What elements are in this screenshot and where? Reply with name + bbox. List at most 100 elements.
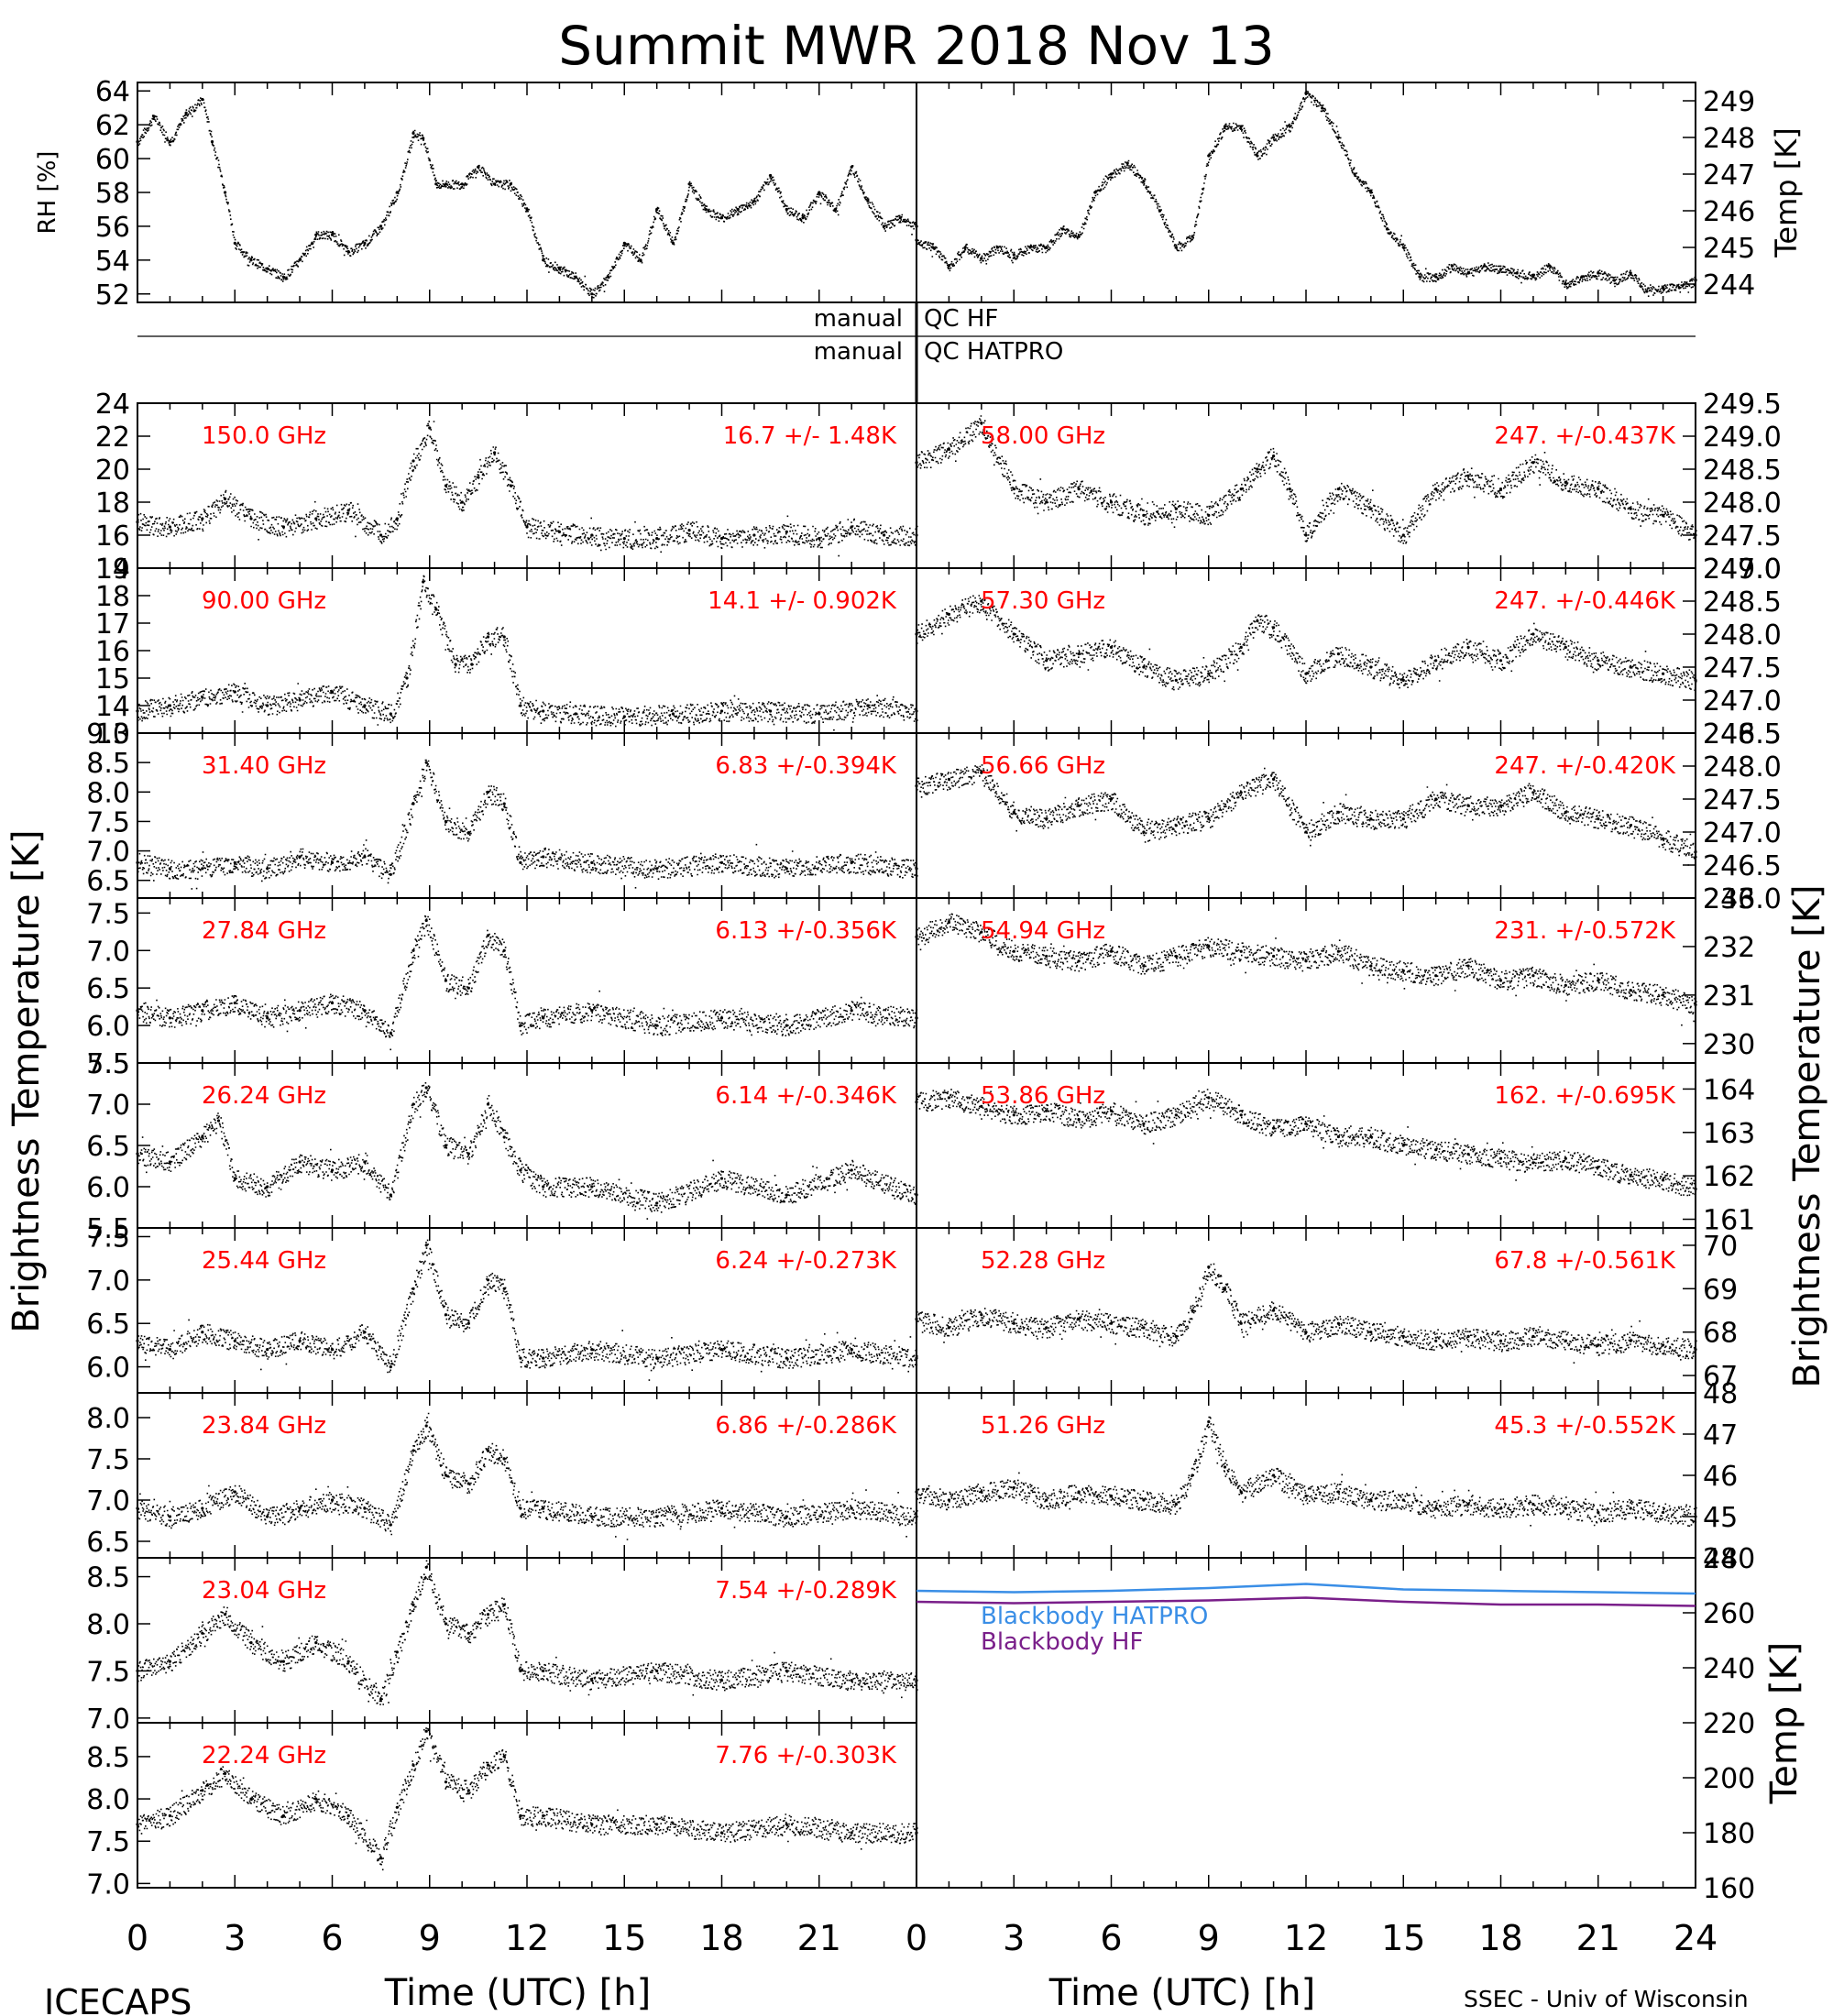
footer-left: ICECAPS (44, 1982, 192, 2016)
data-point (622, 715, 626, 718)
y-tick-label: 249.0 (1703, 553, 1782, 586)
data-point (915, 935, 918, 938)
data-point (947, 264, 950, 268)
data-point (1336, 949, 1340, 953)
data-point (168, 1660, 171, 1663)
data-point (1109, 500, 1114, 504)
data-point (1109, 1109, 1114, 1112)
x-tick-label: 6 (1100, 1918, 1122, 1958)
channel-label: 150.0 GHz (202, 422, 326, 450)
channel-label: 27.84 GHz (202, 917, 326, 945)
y-tick-label: 230 (1703, 1029, 1755, 1061)
y-tick-label: 248.0 (1703, 619, 1782, 652)
channel-stat: 247. +/-0.446K (1494, 587, 1676, 615)
data-point (1662, 672, 1665, 675)
data-point (542, 709, 545, 713)
data-point (519, 1507, 522, 1510)
data-point (1483, 264, 1487, 268)
data-point (363, 855, 367, 859)
data-point (915, 1101, 918, 1104)
data-point (1174, 824, 1178, 827)
data-point (1369, 665, 1373, 669)
data-point (266, 1185, 269, 1189)
data-point (502, 1603, 506, 1606)
data-point (1531, 632, 1535, 636)
y-tick-label: 231 (1703, 981, 1755, 1013)
y-tick-label: 8.0 (86, 777, 130, 809)
data-point (1077, 488, 1081, 491)
channel-stat: 6.14 +/-0.346K (715, 1082, 897, 1110)
data-point (168, 867, 171, 871)
y-tick-label: 220 (1703, 1708, 1755, 1740)
panel-c2224: 7.0 7.5 8.0 8.5 22.24 GHz 7.76 +/-0.303K (86, 1722, 918, 1901)
data-point (1077, 235, 1081, 238)
data-point (1466, 1152, 1470, 1156)
data-point (1564, 480, 1567, 485)
data-point (168, 704, 171, 707)
data-point (1564, 810, 1567, 815)
data-point (1434, 659, 1438, 663)
y-tick-label: 246 (1703, 196, 1755, 228)
data-point (915, 461, 918, 465)
data-point (1645, 290, 1649, 293)
data-point (1012, 632, 1015, 636)
data-point (1012, 1485, 1015, 1490)
data-point (542, 1356, 545, 1360)
data-point (1239, 488, 1243, 491)
data-point (168, 1515, 171, 1518)
data-point (1597, 659, 1600, 663)
data-point (980, 257, 983, 260)
data-point (785, 1669, 788, 1672)
data-point (1336, 488, 1340, 491)
data-point (233, 690, 236, 694)
data-point (486, 1102, 490, 1106)
panel-temp: 244 245 246 247 248 249 Temp [K] (915, 82, 1804, 303)
y-tick-label: 7.0 (86, 1704, 130, 1736)
data-point (444, 1474, 448, 1477)
data-point (389, 712, 392, 716)
data-point (1498, 804, 1503, 807)
panel-c2624: 5.5 6.0 6.5 7.0 7.5 26.24 GHz 6.14 +/-0.346K (86, 1048, 918, 1245)
data-point (266, 867, 269, 871)
data-point (1564, 983, 1567, 987)
data-point (424, 761, 428, 764)
data-point (395, 191, 399, 194)
data-point (136, 1339, 139, 1342)
data-point (233, 1001, 236, 1005)
data-point (995, 246, 1000, 249)
data-point (509, 182, 512, 186)
y-tick-label: 7.5 (86, 1222, 130, 1254)
y-tick-label: 248.5 (1703, 586, 1782, 619)
data-point (1466, 645, 1470, 650)
y-tick-label: 5.5 (86, 1048, 130, 1080)
data-point (434, 608, 438, 611)
data-point (379, 225, 383, 228)
data-point (719, 537, 724, 541)
data-point (898, 216, 902, 220)
y-tick-label: 280 (1703, 1543, 1755, 1575)
data-point (1662, 1343, 1665, 1347)
data-point (168, 140, 171, 144)
data-point (168, 1016, 171, 1020)
data-point (655, 537, 659, 541)
data-point (502, 1755, 506, 1759)
data-point (590, 1823, 594, 1826)
data-point (444, 1780, 448, 1784)
y-tick-label: 164 (1703, 1074, 1755, 1106)
data-point (298, 698, 302, 702)
data-point (298, 1507, 302, 1510)
data-point (363, 1331, 367, 1334)
data-point (363, 1009, 367, 1013)
data-point (655, 1823, 659, 1826)
data-point (1369, 964, 1373, 968)
y-tick-label: 249.0 (1703, 422, 1782, 454)
y-tick-label: 6.5 (86, 1131, 130, 1163)
data-point (298, 258, 302, 262)
left-axis-label: Brightness Temperature [K] (5, 829, 48, 1332)
qc-hf-right: QC HF (924, 305, 998, 333)
data-point (1060, 227, 1064, 231)
x-tick-label: 18 (1478, 1918, 1522, 1958)
data-point (1662, 286, 1665, 290)
channel-label: 22.24 GHz (202, 1742, 326, 1769)
panel-c2544: 6.0 6.5 7.0 7.5 25.44 GHz 6.24 +/-0.273K (86, 1222, 918, 1394)
